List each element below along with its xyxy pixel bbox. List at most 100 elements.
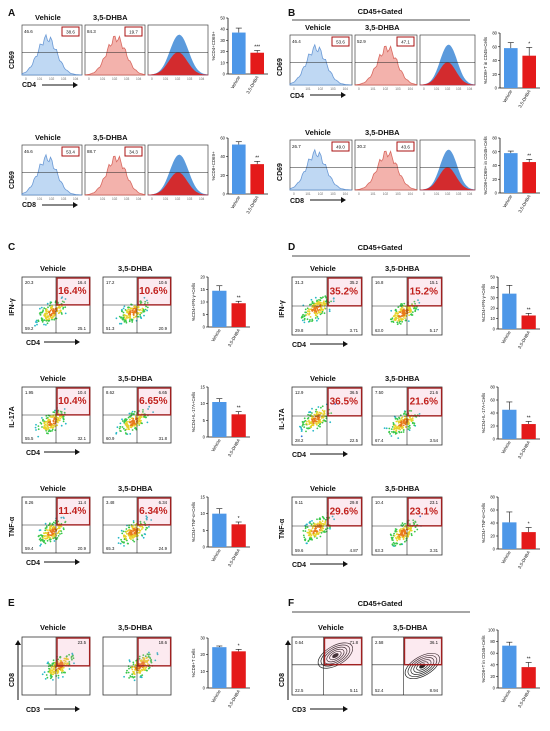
event-dot — [141, 422, 143, 425]
event-dot — [318, 416, 321, 419]
column-title: 3,5-DHBA — [385, 374, 420, 383]
event-dot — [391, 544, 394, 546]
quadrant-value: 3.48 — [106, 500, 115, 505]
event-dot — [304, 308, 307, 311]
event-dot — [146, 299, 148, 302]
event-dot — [394, 319, 397, 322]
gate-box — [56, 387, 91, 416]
event-dot — [314, 417, 317, 420]
column-title: 3,5-DHBA — [118, 623, 153, 632]
event-dot — [391, 426, 394, 428]
event-dot — [116, 426, 119, 429]
event-dot — [318, 423, 321, 426]
event-dot — [401, 318, 403, 321]
event-dot — [413, 422, 416, 425]
event-dot — [302, 313, 304, 316]
event-dot — [60, 410, 63, 413]
gate-value: 52.9 — [357, 39, 366, 44]
event-dot — [401, 536, 404, 539]
event-dot — [396, 542, 399, 545]
event-dot — [133, 310, 135, 313]
event-dot — [142, 409, 144, 411]
event-dot — [401, 320, 403, 323]
event-dot — [60, 424, 63, 427]
event-dot — [47, 310, 49, 313]
event-dot — [44, 522, 47, 525]
event-dot — [147, 408, 150, 410]
event-dot — [135, 418, 137, 421]
event-dot — [128, 659, 131, 661]
event-dot — [402, 413, 405, 415]
event-dot — [306, 526, 309, 528]
event-dot — [129, 319, 131, 321]
x-tick-label: 3,5-DHBA — [517, 330, 531, 350]
event-dot — [324, 523, 326, 525]
event-dot — [408, 311, 411, 314]
bar-chart: 0 20 40 60 80 100%CD8+T in CD45+Cells Vehicle 3… — [481, 628, 540, 709]
gating-title: CD45+Gated — [358, 243, 403, 252]
event-dot — [137, 315, 140, 318]
event-dot — [39, 307, 41, 310]
event-dot — [125, 433, 128, 435]
gate-value: 84.3 — [87, 29, 96, 34]
event-dot — [126, 420, 128, 423]
event-dot — [57, 306, 59, 309]
event-dot — [133, 316, 135, 319]
quadrant-value: 71.8 — [350, 640, 359, 645]
event-dot — [417, 308, 419, 311]
axis-arrowhead — [341, 197, 346, 203]
event-dot — [34, 324, 36, 327]
event-dot — [123, 314, 126, 317]
event-dot — [322, 308, 325, 311]
event-dot — [404, 410, 407, 413]
bar-chart: 0 20 40 60 80 %CD8+CD69+ in CD45+Cells Vehicle… — [483, 135, 540, 214]
event-dot — [404, 532, 406, 535]
event-dot — [317, 417, 319, 419]
event-dot — [312, 532, 315, 534]
event-dot — [328, 308, 331, 311]
event-dot — [131, 525, 133, 528]
quadrant-value: 67.4 — [375, 438, 384, 443]
y-tick-label: 80 — [492, 136, 497, 141]
event-dot — [124, 309, 127, 311]
event-dot — [43, 541, 45, 544]
event-dot — [131, 410, 134, 413]
event-dot — [399, 311, 402, 313]
significance-mark: ** — [527, 153, 531, 159]
event-dot — [409, 427, 411, 429]
y-tick-label: 40 — [220, 154, 225, 159]
event-dot — [303, 315, 306, 318]
quadrant-value: 10.4 — [375, 500, 384, 505]
event-dot — [42, 418, 44, 421]
axis-label: CD4 — [292, 562, 306, 569]
event-dot — [405, 421, 407, 424]
event-dot — [306, 531, 309, 534]
event-dot — [44, 423, 47, 426]
y-tick-label: 40 — [492, 58, 497, 63]
event-dot — [50, 666, 53, 669]
event-dot — [394, 417, 397, 420]
event-dot — [36, 323, 38, 326]
axis-label: CD69 — [277, 163, 284, 181]
x-tick-label: Vehicle — [502, 194, 514, 209]
event-dot — [411, 311, 414, 313]
event-dot — [138, 525, 141, 528]
event-dot — [45, 526, 48, 529]
event-dot — [144, 661, 147, 663]
histogram-plot: 30.2 43.6 0 101 102 103 104 — [354, 139, 418, 196]
event-dot — [134, 531, 137, 534]
tick-label: 101 — [37, 77, 43, 81]
column-title: Vehicle — [40, 623, 66, 632]
gate-value: 43.6 — [401, 145, 410, 150]
event-dot — [415, 307, 418, 310]
event-dot — [308, 419, 310, 422]
event-dot — [309, 530, 312, 532]
panel-letter: F — [288, 598, 294, 609]
event-dot — [41, 539, 44, 541]
event-dot — [399, 320, 401, 323]
event-dot — [64, 671, 66, 674]
plot-frame — [371, 636, 443, 696]
event-dot — [131, 665, 133, 668]
bar-vehicle — [212, 290, 227, 327]
gate-value: 47.1 — [401, 40, 410, 45]
